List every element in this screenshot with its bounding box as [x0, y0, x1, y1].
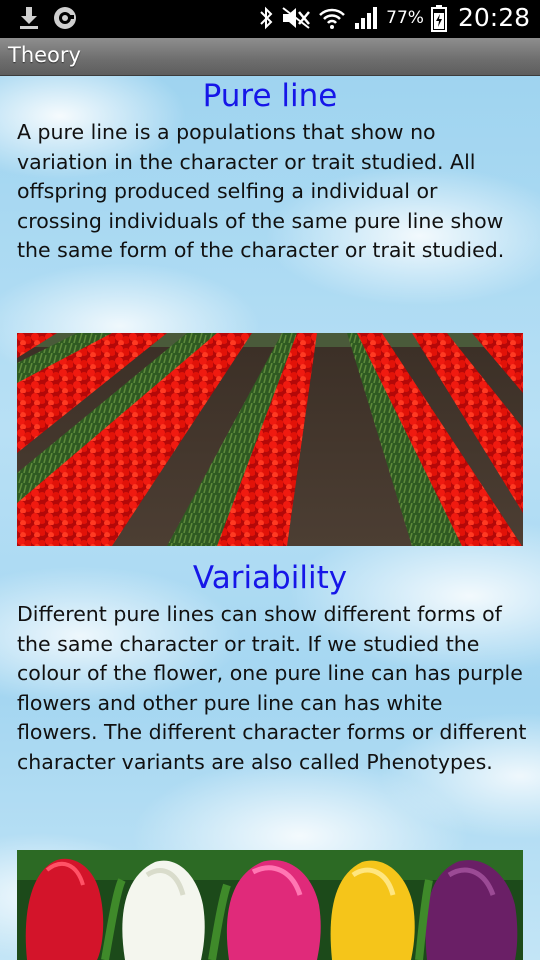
section-heading-pure-line: Pure line	[202, 78, 338, 114]
clock: 20:28	[457, 3, 530, 32]
signal-icon	[353, 5, 379, 31]
action-bar: Theory	[0, 38, 540, 76]
wifi-icon	[318, 5, 346, 31]
sync-icon	[52, 5, 78, 31]
battery-icon	[430, 4, 447, 32]
colored-tulips-image	[17, 850, 523, 960]
tulip-field-image	[17, 333, 523, 546]
battery-percent: 77%	[386, 7, 424, 28]
section-heading-variability: Variability	[192, 560, 348, 596]
bluetooth-icon	[258, 5, 274, 31]
page-title: Theory	[8, 43, 81, 67]
mute-icon	[281, 6, 311, 30]
status-bar: 77% 20:28	[0, 0, 540, 38]
section-text-pure-line: A pure line is a populations that show n…	[17, 120, 505, 262]
theory-content[interactable]: Pure line A pure line is a populations t…	[0, 76, 540, 960]
download-icon	[18, 5, 40, 31]
section-text-variability: Different pure lines can show different …	[17, 602, 527, 774]
